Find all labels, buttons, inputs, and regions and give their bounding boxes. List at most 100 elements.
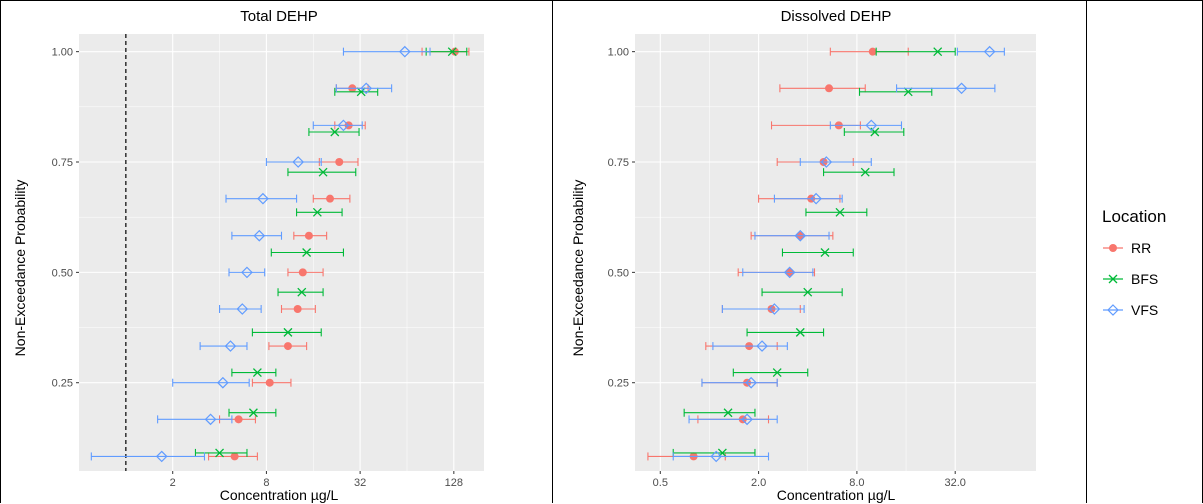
error-bar — [296, 208, 343, 217]
y-tick-label: 1.00 — [608, 47, 629, 59]
x-marker-stroke — [356, 87, 366, 97]
error-bar — [754, 231, 830, 240]
legend-cell: Location RR BFS VFS — [1086, 0, 1203, 503]
data-point — [835, 207, 845, 217]
error-bar — [896, 84, 996, 93]
error-bar — [858, 87, 933, 96]
x-tick-label: 8.0 — [849, 477, 864, 489]
data-point — [820, 156, 833, 168]
y-tick-label: 0.50 — [52, 267, 73, 279]
x-marker-stroke — [933, 47, 943, 57]
x-marker-stroke — [835, 207, 845, 217]
x-marker-stroke — [903, 87, 913, 97]
data-point — [283, 327, 293, 337]
data-point — [236, 303, 249, 315]
x-marker-stroke — [302, 248, 312, 257]
error-bar — [742, 268, 814, 277]
x-marker-stroke — [803, 287, 813, 297]
error-bar — [781, 248, 854, 257]
data-point — [283, 342, 292, 351]
x-axis-title: Concentration µg/L — [777, 487, 896, 503]
error-bar — [773, 194, 843, 203]
data-point — [265, 378, 274, 387]
data-point — [297, 287, 307, 297]
data-point — [795, 327, 805, 337]
error-bar — [334, 87, 379, 96]
data-point — [860, 167, 870, 177]
y-tick-label: 0.75 — [52, 157, 73, 169]
error-bar — [721, 305, 805, 314]
legend-key-marker — [1109, 244, 1117, 252]
data-point — [330, 127, 340, 137]
error-bar — [732, 368, 809, 377]
data-point — [356, 87, 366, 97]
legend: Location RR BFS VFS — [1102, 207, 1166, 318]
data-point — [772, 368, 782, 378]
data-point — [337, 119, 350, 132]
data-point — [745, 376, 757, 389]
data-point — [204, 413, 217, 426]
x-tick-label: 2.0 — [751, 477, 766, 489]
x-marker-stroke — [447, 47, 457, 57]
data-point — [318, 167, 328, 177]
error-bar — [157, 415, 233, 424]
data-point — [257, 192, 269, 205]
x-marker-stroke — [1108, 274, 1118, 284]
error-bar — [342, 47, 431, 56]
dissolved-dehp-cell: 0.5 2.0 8.0 32.0 0.25 0.50 0.75 1.00 Dissolved … — [552, 0, 1086, 503]
data-point — [248, 408, 258, 418]
data-point — [768, 303, 781, 315]
x-axis-title: Concentration µg/L — [220, 487, 339, 503]
x-marker-stroke — [318, 167, 328, 177]
legend-label: BFS — [1131, 271, 1158, 287]
data-point — [723, 408, 733, 418]
error-bar — [287, 168, 357, 177]
data-point — [241, 266, 253, 279]
y-axis-title: Non-Exceedance Probability — [570, 180, 586, 357]
legend-label: RR — [1131, 240, 1151, 256]
data-point — [215, 448, 225, 458]
data-point — [335, 158, 344, 167]
y-tick-label: 0.25 — [52, 378, 73, 390]
x-marker-stroke — [870, 127, 880, 137]
error-bar — [225, 194, 298, 203]
data-point — [234, 415, 243, 424]
x-marker-stroke — [772, 368, 782, 378]
data-point — [224, 340, 237, 352]
data-point — [326, 194, 335, 203]
data-point — [803, 287, 813, 297]
data-point — [302, 248, 312, 257]
data-point — [903, 87, 913, 97]
data-point — [983, 45, 996, 58]
error-bar — [172, 378, 250, 387]
x-tick-label: 32 — [354, 477, 366, 489]
legend-entry-rr: RR — [1103, 240, 1151, 256]
y-tick-label: 0.50 — [608, 267, 629, 279]
y-tick-label: 0.75 — [608, 157, 629, 169]
error-bar — [683, 408, 756, 417]
error-bar — [277, 288, 324, 297]
error-bar — [228, 408, 277, 417]
legend-label: VFS — [1131, 302, 1158, 318]
x-tick-label: 32.0 — [944, 477, 965, 489]
data-point — [825, 84, 834, 93]
x-tick-label: 8 — [263, 477, 269, 489]
data-point — [710, 450, 723, 463]
error-bar — [199, 342, 248, 351]
x-tick-label: 2 — [170, 477, 176, 489]
error-bar — [688, 415, 778, 424]
x-marker-stroke — [795, 327, 805, 337]
error-bar — [228, 268, 266, 277]
error-bar — [799, 158, 872, 167]
error-bar — [231, 368, 277, 377]
error-bar — [251, 328, 322, 337]
x-marker-stroke — [283, 327, 293, 337]
legend-key-marker — [1107, 304, 1119, 316]
x-marker-stroke — [215, 448, 225, 458]
data-point — [298, 268, 307, 277]
data-point — [312, 207, 322, 217]
error-bar — [823, 168, 895, 177]
error-bar — [231, 231, 283, 240]
series-vfs — [672, 45, 1005, 463]
x-marker-stroke — [860, 167, 870, 177]
